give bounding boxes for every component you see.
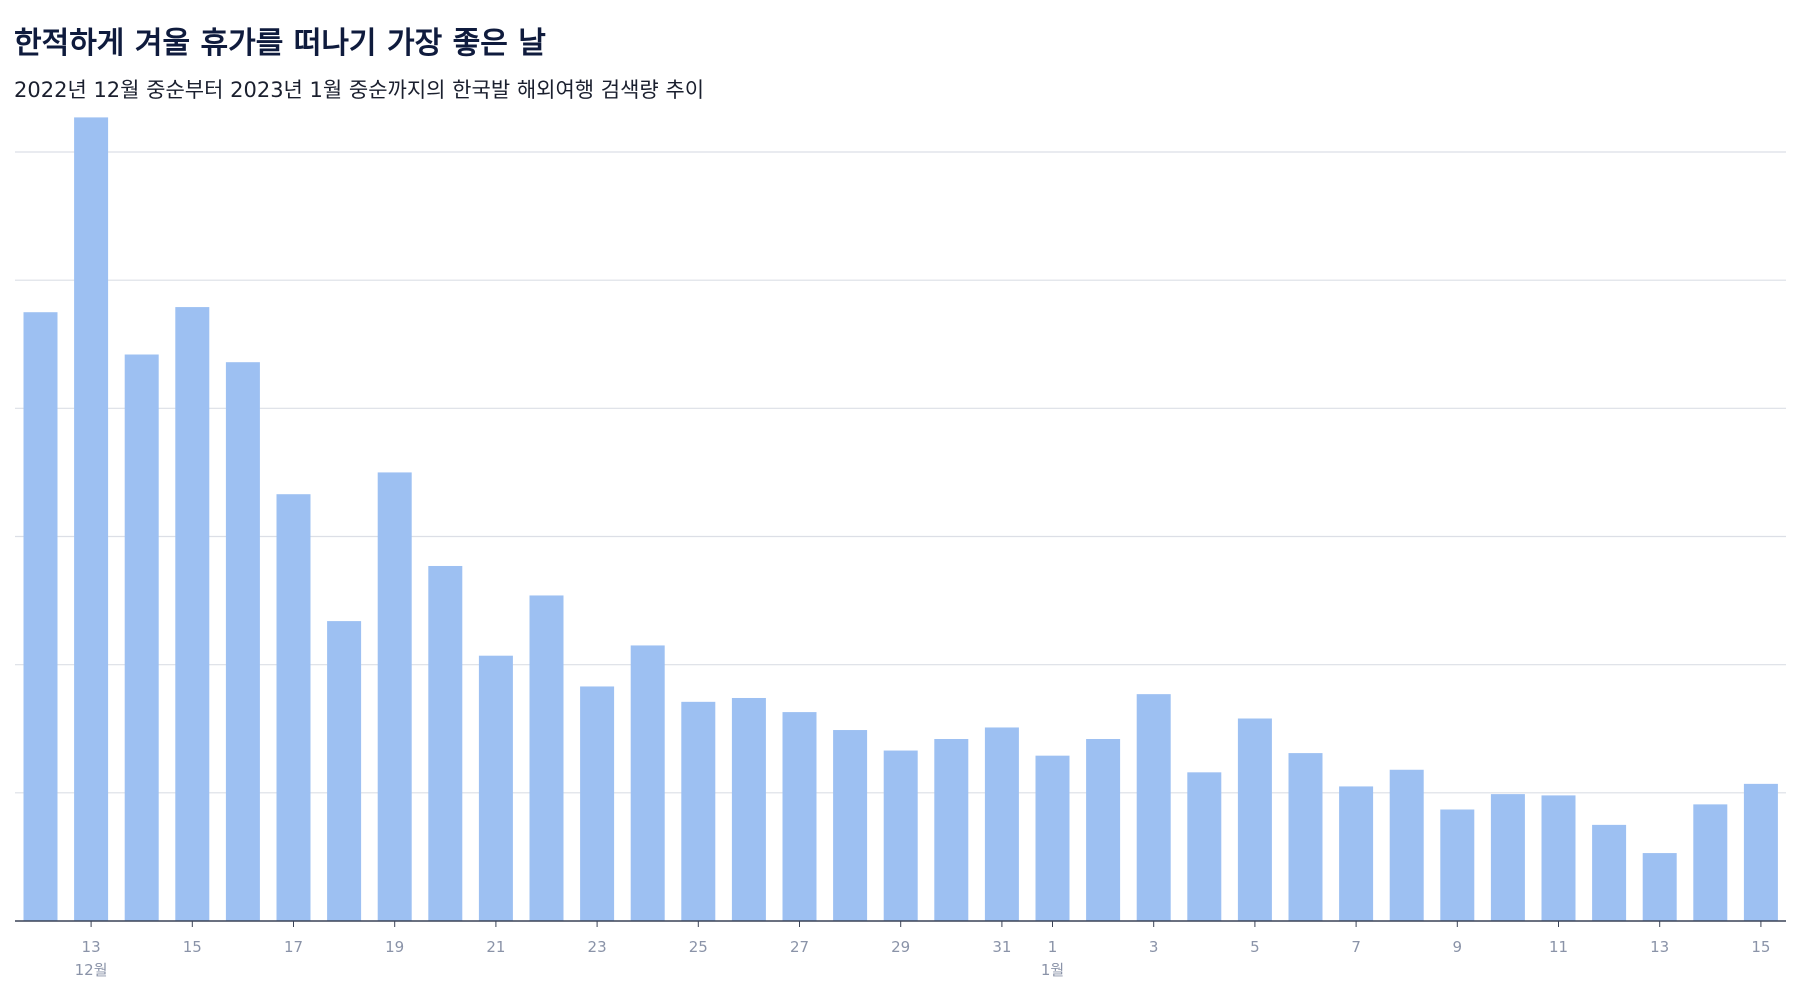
x-tick-label: 13 — [1650, 938, 1669, 956]
bar-2023-01-06 — [1288, 753, 1323, 921]
bar-2023-01-08 — [1389, 769, 1424, 921]
x-tick-label: 7 — [1351, 938, 1361, 956]
bar-2022-12-16 — [225, 362, 260, 921]
x-tick-label: 1 — [1048, 938, 1058, 956]
bar-2022-12-19 — [377, 472, 412, 921]
chart-title: 한적하게 겨울 휴가를 떠나기 가장 좋은 날 — [14, 26, 546, 61]
bar-2022-12-17 — [276, 494, 311, 921]
bar-2023-01-10 — [1490, 794, 1525, 921]
bar-2023-01-05 — [1237, 718, 1272, 921]
bar-2022-12-14 — [124, 354, 159, 922]
x-tick-label: 13 — [82, 938, 101, 956]
x-tick-label: 21 — [486, 938, 505, 956]
x-tick-label: 5 — [1250, 938, 1260, 956]
bar-2022-12-23 — [580, 686, 615, 921]
month-label: 1월 — [1041, 961, 1064, 979]
bar-2022-12-30 — [934, 739, 969, 921]
x-tick-label: 9 — [1453, 938, 1463, 956]
bar-2022-12-22 — [529, 595, 564, 921]
bar-2022-12-15 — [175, 307, 210, 921]
bar-2023-01-11 — [1541, 795, 1576, 921]
bar-2022-12-25 — [681, 701, 716, 921]
bar-2022-12-24 — [630, 645, 665, 921]
bar-2022-12-12 — [23, 312, 58, 921]
x-tick-label: 15 — [183, 938, 202, 956]
bar-2023-01-07 — [1339, 786, 1374, 921]
bar-2022-12-27 — [782, 712, 817, 921]
x-tick-label: 3 — [1149, 938, 1159, 956]
x-tick-label: 19 — [385, 938, 404, 956]
bar-2023-01-02 — [1086, 739, 1121, 921]
chart-subtitle: 2022년 12월 중순부터 2023년 1월 중순까지의 한국발 해외여행 검… — [14, 78, 705, 102]
x-tick-label: 31 — [992, 938, 1011, 956]
bar-2023-01-09 — [1440, 809, 1475, 921]
bar-2023-01-12 — [1592, 824, 1627, 921]
bar-2022-12-20 — [428, 565, 463, 921]
x-tick-label: 25 — [689, 938, 708, 956]
bar-2022-12-18 — [327, 621, 362, 921]
bar-2022-12-29 — [883, 750, 918, 921]
bar-2022-12-13 — [74, 117, 109, 921]
bar-2023-01-14 — [1693, 804, 1728, 921]
x-tick-label: 23 — [588, 938, 607, 956]
bar-2023-01-04 — [1187, 772, 1222, 921]
bar-2023-01-03 — [1136, 694, 1171, 921]
bar-2022-12-26 — [731, 697, 766, 921]
bar-2022-12-31 — [984, 727, 1019, 921]
bar-2022-12-28 — [833, 730, 868, 921]
bar-2022-12-21 — [478, 655, 513, 921]
month-label: 12월 — [75, 961, 108, 979]
x-tick-label: 11 — [1549, 938, 1568, 956]
bar-2023-01-15 — [1743, 783, 1778, 921]
x-tick-label: 29 — [891, 938, 910, 956]
bar-2023-01-13 — [1642, 853, 1677, 921]
bar-2023-01-01 — [1035, 755, 1070, 921]
x-tick-label: 15 — [1751, 938, 1770, 956]
x-tick-label: 17 — [284, 938, 303, 956]
x-tick-label: 27 — [790, 938, 809, 956]
